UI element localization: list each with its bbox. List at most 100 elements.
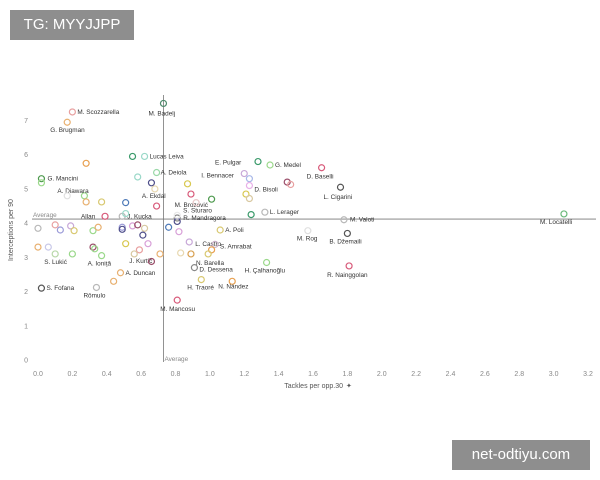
data-point <box>140 152 149 161</box>
data-point <box>118 225 126 233</box>
y-tick-label: 6 <box>24 152 28 159</box>
data-point <box>165 223 173 231</box>
data-point <box>207 246 216 254</box>
data-point <box>68 108 76 116</box>
data-point <box>190 264 199 272</box>
data-point <box>140 224 149 232</box>
point-label: M. Badelj <box>148 110 175 117</box>
data-point <box>207 195 216 203</box>
data-point <box>122 199 130 207</box>
data-point <box>152 202 161 210</box>
data-point <box>51 250 59 258</box>
data-point <box>336 183 345 191</box>
data-point <box>560 210 568 218</box>
data-point <box>183 180 192 188</box>
data-point <box>254 157 262 166</box>
data-point <box>343 229 351 238</box>
point-label: S. Amrabat <box>220 243 252 250</box>
point-label: D. Baselli <box>307 174 334 181</box>
point-label: A. Diawara <box>57 188 89 195</box>
data-point <box>151 185 159 193</box>
data-point <box>242 190 250 198</box>
data-point <box>152 168 161 177</box>
data-point <box>70 227 78 235</box>
data-point <box>144 240 152 248</box>
data-point <box>177 249 185 257</box>
y-tick-label: 3 <box>24 255 28 262</box>
pin-icon: ✦ <box>346 382 352 390</box>
point-label: A. Ekdal <box>142 193 166 200</box>
point-label: M. Scozzarella <box>77 109 119 116</box>
x-axis-title: Tackles per opp.30 <box>284 383 343 390</box>
data-point <box>134 221 142 229</box>
point-label: B. Džemaili <box>329 238 361 245</box>
header-tag: TG: MYYJJPP <box>10 10 134 40</box>
point-label: J. Kucka <box>127 213 152 220</box>
data-point <box>128 152 137 161</box>
data-point <box>287 180 295 189</box>
point-label: A. Poli <box>225 227 243 234</box>
point-label: A. Ioniță <box>88 261 112 268</box>
point-label: A. Duncan <box>126 270 156 277</box>
data-point <box>68 250 76 258</box>
data-point <box>118 223 126 231</box>
data-point <box>34 224 42 232</box>
y-axis-title: Interceptions per 90 <box>8 199 15 261</box>
data-point <box>262 258 271 267</box>
data-point <box>175 228 183 236</box>
point-label: E. Pulgar <box>215 160 242 167</box>
data-point <box>92 283 101 292</box>
data-point <box>82 159 90 167</box>
point-label: G. Medel <box>275 162 301 169</box>
data-point <box>245 175 254 183</box>
data-point <box>187 190 195 198</box>
data-points: M. Scozzarella G. Brugman M. Badelj Lucas L… <box>34 99 572 313</box>
data-point <box>37 175 46 183</box>
data-point <box>192 199 200 207</box>
data-point <box>34 243 42 251</box>
data-point <box>56 226 64 234</box>
average-x-label: Average <box>164 356 188 363</box>
average-y-label: Average <box>33 212 57 219</box>
data-point <box>187 250 195 258</box>
data-point <box>204 250 212 258</box>
data-point <box>185 238 193 246</box>
point-label: S. Lukić <box>44 259 68 266</box>
x-tick-label: 1.2 <box>239 371 249 378</box>
data-point <box>122 240 130 248</box>
data-point <box>247 211 255 219</box>
point-label: S. Sturaro <box>183 208 212 215</box>
x-tick-label: 2.8 <box>514 371 524 378</box>
x-tick-label: 0.8 <box>171 371 181 378</box>
x-tick-label: 1.8 <box>343 371 353 378</box>
x-tick-label: 1.4 <box>274 371 284 378</box>
point-label: D. Dessena <box>199 267 233 274</box>
data-point <box>82 198 90 206</box>
data-point <box>139 231 147 239</box>
point-label: Lucas Leiva <box>150 153 185 160</box>
point-label: Rômulo <box>83 292 105 299</box>
point-label: R. Nainggolan <box>327 272 368 279</box>
data-point <box>110 277 118 285</box>
data-point <box>173 214 181 222</box>
data-point <box>173 296 181 304</box>
data-point <box>97 198 106 206</box>
x-tick-label: 2.0 <box>377 371 387 378</box>
point-label: M. Valoti <box>350 217 374 224</box>
point-label: M. Brozović <box>175 202 209 209</box>
watermark: net-odtiyu.com <box>452 440 590 470</box>
data-point <box>37 179 46 187</box>
point-label: Allan <box>81 213 96 220</box>
data-point <box>240 169 248 178</box>
data-point <box>147 179 156 187</box>
x-tick-label: 0.6 <box>136 371 146 378</box>
point-label: J. Kurtič <box>129 258 153 265</box>
data-point <box>197 276 205 284</box>
point-label: G. Brugman <box>50 127 85 134</box>
data-point <box>101 212 109 220</box>
data-point <box>245 181 254 190</box>
y-tick-label: 0 <box>24 358 28 365</box>
point-label: R. Mandragora <box>183 215 226 222</box>
x-tick-label: 1.0 <box>205 371 215 378</box>
